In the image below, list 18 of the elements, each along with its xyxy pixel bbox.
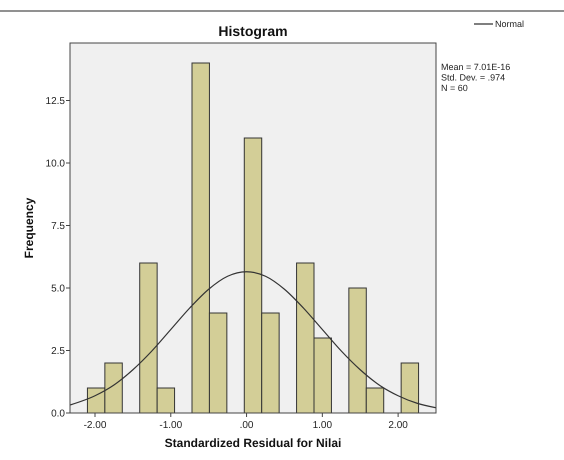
legend-label: Normal	[495, 19, 524, 30]
x-tick-label: -2.00	[84, 420, 107, 431]
y-tick-label: 2.5	[51, 346, 66, 357]
chart-title: Histogram	[218, 23, 288, 39]
text: Mean = 7.01E-16	[441, 62, 510, 72]
x-axis-title: Standardized Residual for Nilai	[164, 436, 342, 450]
y-tick-label: 0.0	[51, 408, 66, 420]
x-tick-label: 2.00	[388, 420, 408, 431]
x-tick-label: .00	[240, 420, 254, 431]
x-tick-label: -1.00	[159, 420, 183, 431]
y-tick-label: 10.0	[46, 158, 66, 170]
x-tick-label: 1.00	[312, 420, 332, 431]
y-tick-label: 7.5	[51, 221, 66, 232]
y-axis-title: Frequency	[22, 197, 36, 258]
text: Std. Dev. = .974	[441, 72, 506, 82]
y-tick-label: 12.5	[46, 96, 66, 107]
y-tick-label: 5.0	[51, 284, 66, 294]
text: N = 60	[441, 83, 468, 93]
